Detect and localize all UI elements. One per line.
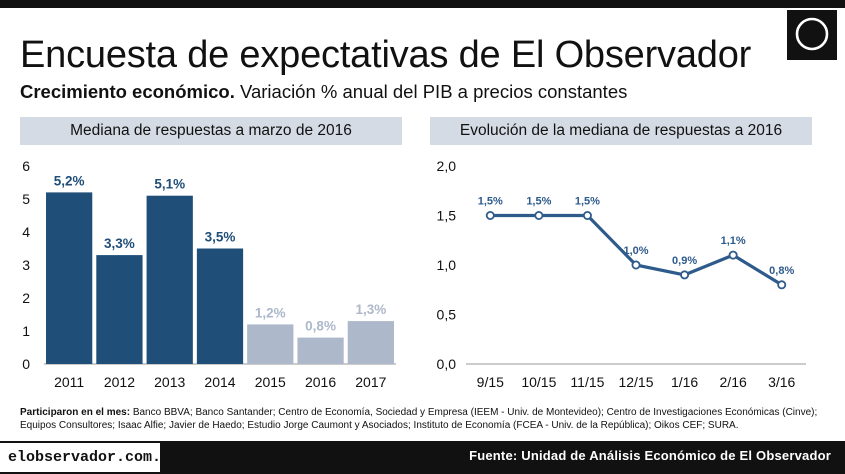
line-data-label: 1,5% — [478, 196, 503, 208]
line-x-tick-label: 3/16 — [768, 374, 795, 390]
participants-note: Participaron en el mes: Banco BBVA; Banc… — [20, 406, 832, 432]
line-y-tick-label: 2,0 — [437, 158, 457, 174]
line-x-tick-label: 11/15 — [570, 374, 604, 390]
line-data-label: 0,9% — [672, 255, 697, 267]
bar — [297, 337, 344, 364]
bar — [46, 192, 93, 364]
bar-y-tick-label: 3 — [22, 257, 30, 273]
footer-site-link[interactable]: elobservador.com.uy — [0, 443, 179, 472]
bar-data-label: 1,2% — [255, 305, 286, 320]
bar — [196, 248, 244, 364]
note-text: Banco BBVA; Banco Santander; Centro de E… — [20, 407, 818, 431]
bar-y-tick-label: 0 — [22, 356, 30, 372]
el-observador-logo[interactable] — [787, 10, 837, 60]
bar-data-label: 1,3% — [355, 302, 386, 317]
line-point — [728, 250, 738, 260]
line-x-tick-label: 9/15 — [477, 374, 504, 390]
top-bar — [0, 0, 845, 8]
line-point — [582, 210, 592, 220]
line-data-label: 1,1% — [721, 235, 746, 247]
page-title: Encuesta de expectativas de El Observado… — [20, 34, 752, 76]
line-x-tick-label: 12/15 — [618, 374, 653, 390]
line-chart-title: Evolución de la mediana de respuestas a … — [430, 117, 812, 145]
line-x-tick-label: 1/16 — [671, 374, 698, 390]
line-data-label: 0,8% — [769, 265, 794, 277]
line-x-tick-label: 2/16 — [720, 374, 747, 390]
bar-data-label: 3,5% — [205, 230, 236, 245]
bar — [347, 321, 394, 364]
line-x-tick-label: 10/15 — [521, 374, 556, 390]
line-chart: 0,0 0,5 1,0 1,5 2,0 1,5% 9/15 1,5% 10/15 1,5% 11/1… — [437, 158, 806, 390]
line-data-label: 1,0% — [623, 245, 648, 257]
bar-x-tick-label: 2013 — [154, 374, 185, 390]
bar-y-tick-label: 4 — [22, 224, 30, 240]
line-point — [534, 210, 544, 220]
note-bold: Participaron en el mes: — [20, 407, 131, 418]
line-point — [680, 270, 690, 280]
footer-source: Fuente: Unidad de Análisis Económico de … — [469, 448, 831, 463]
bar-data-label: 0,8% — [305, 319, 336, 334]
line-point — [485, 210, 495, 220]
bar-x-tick-label: 2011 — [54, 374, 84, 390]
subtitle-bold: Crecimiento económico. — [20, 81, 235, 102]
page-subtitle: Crecimiento económico. Variación % anual… — [20, 81, 627, 103]
bar-y-tick-label: 1 — [22, 323, 30, 339]
bar-chart: 0 1 2 3 4 5 6 5,2% 2011 3,3% 2012 5,1% 2013 3,5% 2014 1… — [22, 158, 396, 390]
line-y-tick-label: 0,0 — [437, 356, 457, 372]
bar — [96, 255, 143, 364]
bar-x-tick-label: 2012 — [104, 374, 135, 390]
subtitle-rest: Variación % anual del PIB a precios cons… — [240, 81, 628, 102]
bar-data-label: 5,1% — [154, 177, 185, 192]
bar-y-tick-label: 5 — [22, 191, 30, 207]
bar-y-tick-label: 6 — [22, 158, 30, 174]
bar-x-tick-label: 2015 — [255, 374, 286, 390]
bar-y-tick-label: 2 — [22, 290, 30, 306]
bar — [146, 195, 193, 364]
bar — [247, 324, 294, 364]
line-data-label: 1,5% — [526, 196, 551, 208]
bar-chart-title: Mediana de respuestas a marzo de 2016 — [20, 117, 402, 145]
line-y-tick-label: 1,5 — [437, 208, 457, 224]
logo-circle-icon — [795, 17, 829, 51]
line-y-tick-label: 0,5 — [437, 307, 457, 323]
line-point — [777, 280, 787, 290]
bar-data-label: 3,3% — [104, 236, 135, 251]
bar-x-tick-label: 2016 — [305, 374, 336, 390]
bar-data-label: 5,2% — [54, 173, 85, 188]
line-y-tick-label: 1,0 — [437, 257, 457, 273]
line-point — [631, 260, 641, 270]
line-data-label: 1,5% — [575, 196, 600, 208]
bar-x-tick-label: 2017 — [355, 374, 386, 390]
bar-x-tick-label: 2014 — [204, 374, 235, 390]
